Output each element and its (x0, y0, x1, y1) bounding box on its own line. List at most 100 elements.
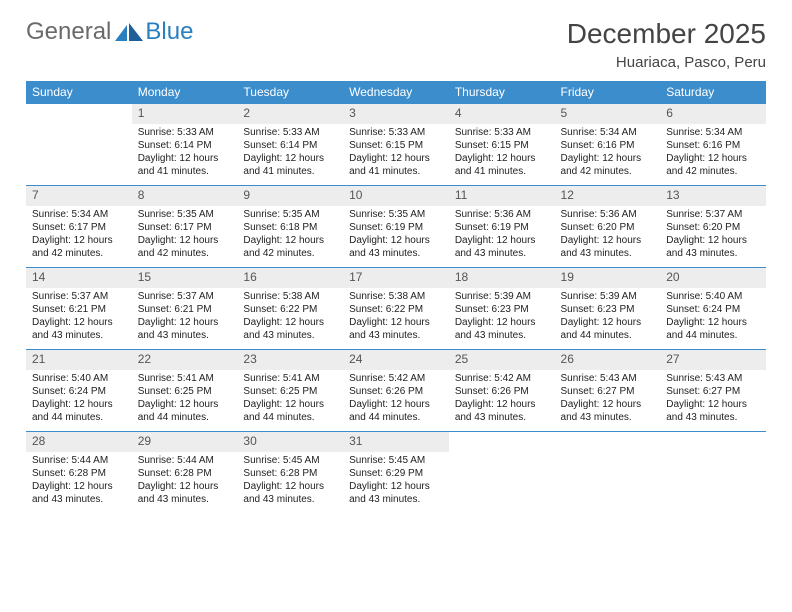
day-number: 9 (237, 186, 343, 206)
weekday-header: Tuesday (237, 81, 343, 104)
calendar-day: 23Sunrise: 5:41 AMSunset: 6:25 PMDayligh… (237, 350, 343, 432)
weekday-header: Wednesday (343, 81, 449, 104)
calendar-day: 18Sunrise: 5:39 AMSunset: 6:23 PMDayligh… (449, 268, 555, 350)
weekday-header: Thursday (449, 81, 555, 104)
calendar-page: General Blue December 2025 Huariaca, Pas… (0, 0, 792, 532)
day-details: Sunrise: 5:45 AMSunset: 6:28 PMDaylight:… (237, 452, 343, 510)
calendar-day (449, 432, 555, 514)
location: Huariaca, Pasco, Peru (567, 54, 766, 71)
day-details: Sunrise: 5:38 AMSunset: 6:22 PMDaylight:… (343, 288, 449, 346)
day-number: 29 (132, 432, 238, 452)
calendar-day: 29Sunrise: 5:44 AMSunset: 6:28 PMDayligh… (132, 432, 238, 514)
month-title: December 2025 (567, 18, 766, 50)
calendar-head: SundayMondayTuesdayWednesdayThursdayFrid… (26, 81, 766, 104)
day-details: Sunrise: 5:45 AMSunset: 6:29 PMDaylight:… (343, 452, 449, 510)
calendar-day: 27Sunrise: 5:43 AMSunset: 6:27 PMDayligh… (660, 350, 766, 432)
day-details: Sunrise: 5:35 AMSunset: 6:19 PMDaylight:… (343, 206, 449, 264)
day-number: 7 (26, 186, 132, 206)
day-details: Sunrise: 5:34 AMSunset: 6:16 PMDaylight:… (660, 124, 766, 182)
day-details: Sunrise: 5:33 AMSunset: 6:15 PMDaylight:… (449, 124, 555, 182)
day-details: Sunrise: 5:36 AMSunset: 6:19 PMDaylight:… (449, 206, 555, 264)
calendar-day: 7Sunrise: 5:34 AMSunset: 6:17 PMDaylight… (26, 186, 132, 268)
calendar-day: 9Sunrise: 5:35 AMSunset: 6:18 PMDaylight… (237, 186, 343, 268)
day-details: Sunrise: 5:39 AMSunset: 6:23 PMDaylight:… (449, 288, 555, 346)
day-number: 4 (449, 104, 555, 124)
day-number: 15 (132, 268, 238, 288)
day-details: Sunrise: 5:33 AMSunset: 6:14 PMDaylight:… (132, 124, 238, 182)
header: General Blue December 2025 Huariaca, Pas… (26, 18, 766, 71)
calendar-day: 14Sunrise: 5:37 AMSunset: 6:21 PMDayligh… (26, 268, 132, 350)
day-number: 1 (132, 104, 238, 124)
calendar-day: 1Sunrise: 5:33 AMSunset: 6:14 PMDaylight… (132, 104, 238, 186)
calendar-week: 14Sunrise: 5:37 AMSunset: 6:21 PMDayligh… (26, 268, 766, 350)
day-number: 2 (237, 104, 343, 124)
calendar-week: 1Sunrise: 5:33 AMSunset: 6:14 PMDaylight… (26, 104, 766, 186)
weekday-header: Friday (555, 81, 661, 104)
calendar-day: 10Sunrise: 5:35 AMSunset: 6:19 PMDayligh… (343, 186, 449, 268)
weekday-header: Monday (132, 81, 238, 104)
title-block: December 2025 Huariaca, Pasco, Peru (567, 18, 766, 71)
calendar-day: 2Sunrise: 5:33 AMSunset: 6:14 PMDaylight… (237, 104, 343, 186)
day-details: Sunrise: 5:33 AMSunset: 6:15 PMDaylight:… (343, 124, 449, 182)
calendar-day (555, 432, 661, 514)
day-number: 24 (343, 350, 449, 370)
day-details: Sunrise: 5:33 AMSunset: 6:14 PMDaylight:… (237, 124, 343, 182)
day-details: Sunrise: 5:37 AMSunset: 6:21 PMDaylight:… (132, 288, 238, 346)
day-number: 14 (26, 268, 132, 288)
day-details: Sunrise: 5:34 AMSunset: 6:17 PMDaylight:… (26, 206, 132, 264)
day-details: Sunrise: 5:41 AMSunset: 6:25 PMDaylight:… (132, 370, 238, 428)
calendar-day (26, 104, 132, 186)
calendar-day: 17Sunrise: 5:38 AMSunset: 6:22 PMDayligh… (343, 268, 449, 350)
calendar-day: 3Sunrise: 5:33 AMSunset: 6:15 PMDaylight… (343, 104, 449, 186)
calendar-week: 7Sunrise: 5:34 AMSunset: 6:17 PMDaylight… (26, 186, 766, 268)
calendar-day: 13Sunrise: 5:37 AMSunset: 6:20 PMDayligh… (660, 186, 766, 268)
calendar-day: 28Sunrise: 5:44 AMSunset: 6:28 PMDayligh… (26, 432, 132, 514)
calendar-day (660, 432, 766, 514)
day-number: 30 (237, 432, 343, 452)
day-number: 19 (555, 268, 661, 288)
day-number: 11 (449, 186, 555, 206)
day-details: Sunrise: 5:38 AMSunset: 6:22 PMDaylight:… (237, 288, 343, 346)
day-number: 22 (132, 350, 238, 370)
calendar-day: 25Sunrise: 5:42 AMSunset: 6:26 PMDayligh… (449, 350, 555, 432)
day-number: 5 (555, 104, 661, 124)
day-number: 27 (660, 350, 766, 370)
calendar-day: 12Sunrise: 5:36 AMSunset: 6:20 PMDayligh… (555, 186, 661, 268)
calendar-day: 22Sunrise: 5:41 AMSunset: 6:25 PMDayligh… (132, 350, 238, 432)
day-number: 6 (660, 104, 766, 124)
calendar-day: 30Sunrise: 5:45 AMSunset: 6:28 PMDayligh… (237, 432, 343, 514)
calendar-day: 11Sunrise: 5:36 AMSunset: 6:19 PMDayligh… (449, 186, 555, 268)
day-number: 23 (237, 350, 343, 370)
day-details: Sunrise: 5:37 AMSunset: 6:21 PMDaylight:… (26, 288, 132, 346)
day-details: Sunrise: 5:39 AMSunset: 6:23 PMDaylight:… (555, 288, 661, 346)
calendar-table: SundayMondayTuesdayWednesdayThursdayFrid… (26, 81, 766, 514)
calendar-day: 26Sunrise: 5:43 AMSunset: 6:27 PMDayligh… (555, 350, 661, 432)
weekday-header: Saturday (660, 81, 766, 104)
day-details: Sunrise: 5:42 AMSunset: 6:26 PMDaylight:… (449, 370, 555, 428)
day-number: 12 (555, 186, 661, 206)
day-details: Sunrise: 5:43 AMSunset: 6:27 PMDaylight:… (555, 370, 661, 428)
calendar-day: 19Sunrise: 5:39 AMSunset: 6:23 PMDayligh… (555, 268, 661, 350)
calendar-week: 28Sunrise: 5:44 AMSunset: 6:28 PMDayligh… (26, 432, 766, 514)
calendar-day: 6Sunrise: 5:34 AMSunset: 6:16 PMDaylight… (660, 104, 766, 186)
day-details: Sunrise: 5:35 AMSunset: 6:17 PMDaylight:… (132, 206, 238, 264)
day-number: 17 (343, 268, 449, 288)
day-number: 16 (237, 268, 343, 288)
day-number: 3 (343, 104, 449, 124)
day-details: Sunrise: 5:35 AMSunset: 6:18 PMDaylight:… (237, 206, 343, 264)
logo-text-blue: Blue (145, 18, 193, 46)
calendar-day: 16Sunrise: 5:38 AMSunset: 6:22 PMDayligh… (237, 268, 343, 350)
day-details: Sunrise: 5:36 AMSunset: 6:20 PMDaylight:… (555, 206, 661, 264)
day-number: 21 (26, 350, 132, 370)
day-details: Sunrise: 5:40 AMSunset: 6:24 PMDaylight:… (26, 370, 132, 428)
day-number: 13 (660, 186, 766, 206)
day-details: Sunrise: 5:40 AMSunset: 6:24 PMDaylight:… (660, 288, 766, 346)
day-number: 18 (449, 268, 555, 288)
calendar-day: 20Sunrise: 5:40 AMSunset: 6:24 PMDayligh… (660, 268, 766, 350)
calendar-day: 4Sunrise: 5:33 AMSunset: 6:15 PMDaylight… (449, 104, 555, 186)
calendar-week: 21Sunrise: 5:40 AMSunset: 6:24 PMDayligh… (26, 350, 766, 432)
calendar-day: 21Sunrise: 5:40 AMSunset: 6:24 PMDayligh… (26, 350, 132, 432)
day-details: Sunrise: 5:43 AMSunset: 6:27 PMDaylight:… (660, 370, 766, 428)
calendar-day: 5Sunrise: 5:34 AMSunset: 6:16 PMDaylight… (555, 104, 661, 186)
calendar-day: 15Sunrise: 5:37 AMSunset: 6:21 PMDayligh… (132, 268, 238, 350)
